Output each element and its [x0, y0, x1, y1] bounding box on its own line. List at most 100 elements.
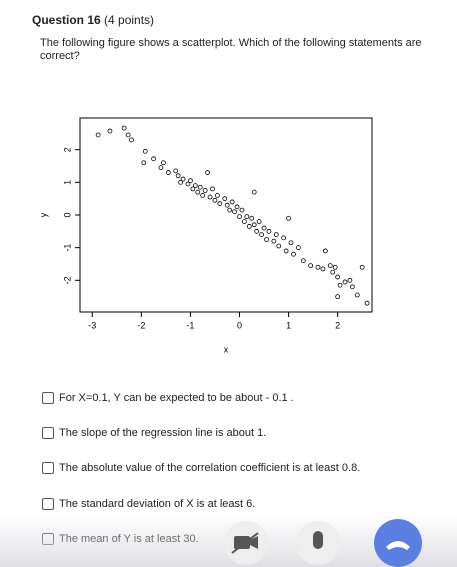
point: [342, 279, 348, 285]
point: [322, 248, 328, 254]
point: [244, 214, 250, 220]
point: [202, 188, 208, 193]
point: [165, 170, 171, 175]
point: [185, 181, 191, 187]
call-bar: [0, 515, 457, 567]
point: [246, 224, 252, 229]
y-tick-label: -2: [62, 276, 72, 284]
point: [254, 228, 260, 234]
x-tick-label: -3: [88, 320, 96, 330]
option-text: The standard deviation of X is at least …: [59, 498, 256, 510]
x-tick-label: -2: [137, 320, 145, 330]
point: [337, 282, 343, 288]
point: [234, 204, 240, 210]
point: [229, 199, 235, 205]
y-tick-label: 2: [62, 147, 72, 152]
point: [237, 214, 242, 220]
option[interactable]: The slope of the regression line is abou…: [42, 427, 266, 439]
point: [232, 209, 237, 215]
point: [195, 189, 201, 195]
point: [173, 168, 179, 174]
point: [335, 294, 341, 300]
x-tick-label: -1: [186, 320, 194, 330]
mic-icon: [313, 531, 323, 549]
point: [264, 237, 269, 242]
point: [261, 225, 267, 231]
scatterplot: -3 -2 -1 0 1 2 -2 -1 0 1 2 x y: [38, 117, 373, 354]
point: [315, 264, 321, 270]
point: [212, 197, 218, 203]
point: [266, 228, 272, 234]
point: [205, 170, 210, 175]
point: [273, 232, 279, 237]
option-text: The slope of the regression line is abou…: [59, 427, 267, 439]
point: [215, 193, 220, 198]
point: [190, 186, 196, 192]
point: [125, 132, 131, 138]
point: [332, 264, 338, 270]
point: [256, 219, 262, 224]
option[interactable]: The standard deviation of X is at least …: [42, 498, 255, 510]
point: [291, 251, 296, 257]
point: [242, 219, 247, 224]
point: [354, 292, 360, 298]
question-header: Question 16 (4 points): [32, 13, 154, 27]
point: [217, 201, 223, 206]
y-tick-label: -1: [62, 244, 72, 252]
point: [295, 245, 301, 251]
point: [227, 207, 233, 213]
point: [95, 132, 101, 138]
point: [308, 263, 314, 269]
point: [347, 277, 353, 283]
checkbox[interactable]: [42, 498, 54, 510]
option-text: The absolute value of the correlation co…: [59, 462, 361, 474]
point: [335, 274, 341, 280]
checkbox[interactable]: [42, 462, 54, 474]
point: [251, 189, 257, 195]
point: [142, 148, 148, 154]
point: [210, 186, 215, 192]
point: [364, 300, 370, 306]
option-text: For X=0.1, Y can be expected to be about…: [59, 392, 294, 404]
point: [188, 178, 193, 184]
point: [251, 222, 257, 228]
point: [107, 128, 113, 134]
checkbox[interactable]: [42, 427, 54, 439]
option[interactable]: The absolute value of the correlation co…: [42, 462, 360, 474]
checkbox[interactable]: [42, 392, 54, 404]
question-points: (4 points): [104, 13, 155, 27]
point: [121, 125, 127, 131]
point: [281, 235, 287, 241]
point: [288, 240, 294, 246]
point: [286, 215, 291, 221]
y-tick-label: 1: [62, 180, 72, 185]
point: [207, 194, 213, 200]
point: [320, 266, 326, 272]
point: [249, 215, 255, 221]
point: [175, 173, 181, 179]
x-tick-label: 2: [335, 320, 340, 330]
point: [327, 263, 333, 269]
point: [271, 238, 277, 244]
point: [239, 207, 245, 213]
camera-off-slash: [231, 532, 259, 554]
option[interactable]: For X=0.1, Y can be expected to be about…: [42, 392, 294, 404]
point: [158, 165, 164, 171]
point: [200, 193, 206, 198]
point: [283, 248, 289, 254]
point: [151, 156, 157, 162]
y-tick-label: 0: [62, 212, 72, 217]
point: [349, 284, 355, 290]
point: [197, 184, 203, 190]
point: [180, 176, 186, 182]
x-tick-label: 0: [237, 320, 242, 330]
question-prompt: The following figure shows a scatterplot…: [40, 37, 422, 62]
point: [192, 183, 198, 189]
camera-icon: [234, 536, 250, 549]
x-axis-label: x: [224, 344, 229, 354]
point: [222, 196, 228, 202]
plot-frame: [79, 117, 373, 313]
point: [161, 160, 166, 166]
point: [300, 258, 306, 264]
